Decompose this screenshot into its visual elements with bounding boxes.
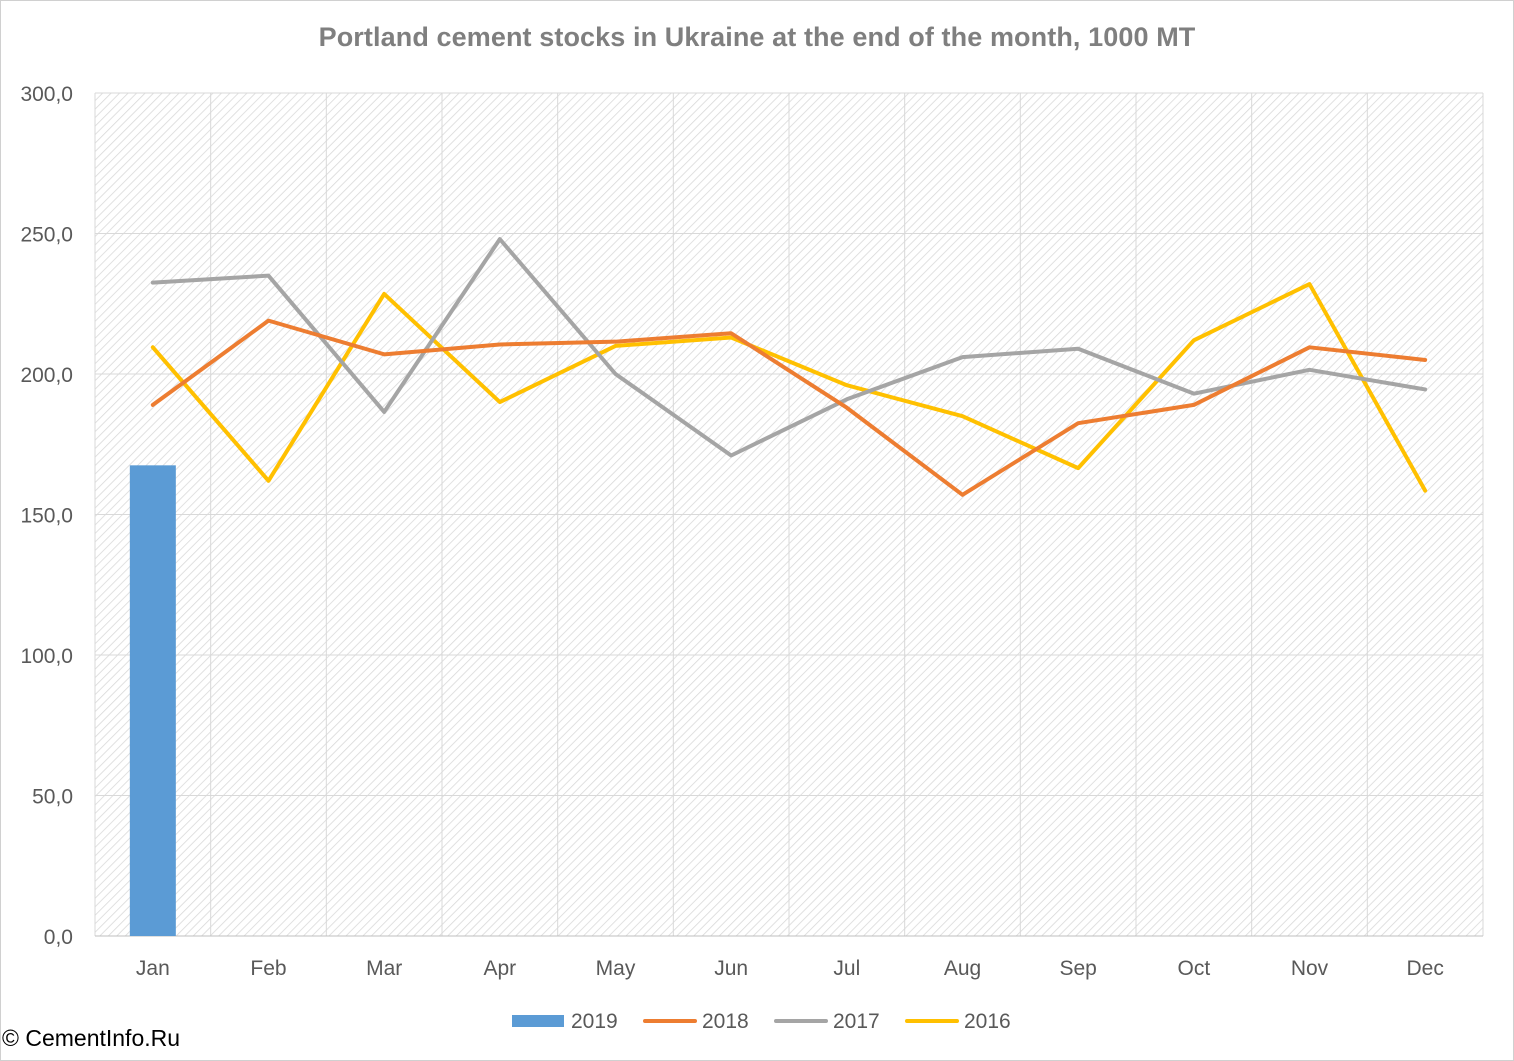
y-tick-label: 100,0 [20, 645, 73, 668]
copyright-notice: © CementInfo.Ru [2, 1025, 181, 1051]
x-tick-label: Dec [1406, 957, 1443, 980]
line-series-2018 [150, 318, 1428, 497]
x-tick-label: May [596, 957, 636, 980]
y-tick-label: 150,0 [20, 505, 73, 528]
y-tick-label: 50,0 [32, 786, 73, 809]
y-tick-label: 200,0 [20, 364, 73, 387]
y-tick-label: 0,0 [44, 926, 73, 949]
x-tick-label: Feb [250, 957, 286, 980]
x-tick-label: Sep [1059, 957, 1096, 980]
x-tick-label: Aug [944, 957, 981, 980]
legend-label-2016: 2016 [964, 1010, 1011, 1033]
x-tick-label: Jun [714, 957, 748, 980]
bar-2019 [129, 465, 176, 936]
line-series-2017 [150, 237, 1428, 458]
legend-label-2019: 2019 [571, 1010, 618, 1033]
x-tick-label: Nov [1291, 957, 1329, 980]
x-tick-label: Jan [136, 957, 170, 980]
x-tick-label: Mar [366, 957, 402, 980]
y-tick-label: 300,0 [20, 83, 73, 106]
x-tick-label: Apr [483, 957, 516, 980]
x-tick-label: Jul [833, 957, 860, 980]
line-series-2016 [150, 282, 1428, 493]
legend-label-2017: 2017 [833, 1010, 880, 1033]
x-tick-label: Oct [1177, 957, 1210, 980]
chart-title: Portland cement stocks in Ukraine at the… [318, 22, 1196, 52]
legend-swatch-2019 [512, 1015, 564, 1027]
y-tick-label: 250,0 [20, 224, 73, 247]
legend-label-2018: 2018 [702, 1010, 749, 1033]
